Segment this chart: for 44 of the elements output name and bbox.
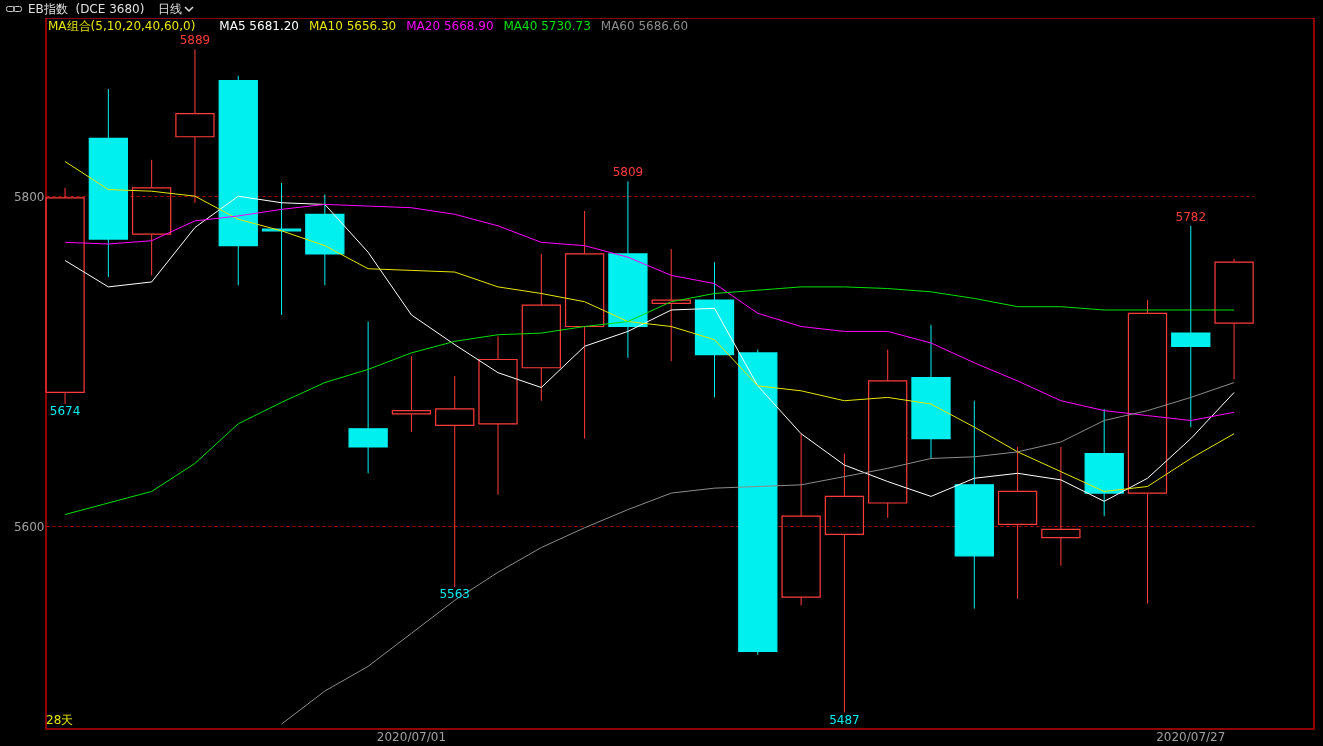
candlestick — [478, 335, 518, 496]
candlestick — [305, 194, 345, 286]
x-tick-label: 2020/07/27 — [1156, 729, 1226, 744]
candlestick — [824, 453, 865, 713]
chart-title: EB指数 (DCE 3680) — [28, 0, 145, 18]
candlestick — [348, 321, 388, 474]
text: MA40 5730.73 — [503, 19, 591, 33]
y-tick-label: 5600 — [13, 519, 45, 534]
candlestick — [1214, 258, 1254, 380]
text: MA10 5656.30 — [308, 19, 397, 33]
candlestick — [868, 349, 908, 519]
line-series — [281, 382, 1235, 725]
candlestick — [997, 446, 1038, 600]
candlestick — [435, 375, 475, 588]
candlestick — [391, 355, 432, 433]
candlestick — [45, 187, 85, 405]
candlestick — [132, 159, 172, 276]
candlestick — [911, 324, 951, 459]
text: MA5 5681.20 — [219, 19, 299, 33]
chart-subtitle: 日线 — [158, 0, 183, 18]
annotation: 5563 — [439, 587, 470, 602]
text: MA60 5686.60 — [600, 19, 689, 33]
candlestick — [1171, 225, 1211, 428]
annotation: 5782 — [1175, 209, 1207, 224]
annotation: 5674 — [49, 404, 81, 419]
candlestick — [954, 400, 994, 610]
candlestick — [608, 180, 648, 359]
legend-title: MA组合(5,10,20,40,60,0) — [48, 19, 196, 33]
candlestick — [781, 433, 821, 606]
annotation: 5889 — [179, 33, 211, 48]
candlestick — [564, 210, 605, 440]
annotation: 5487 — [829, 712, 860, 727]
text: MA20 5668.90 — [406, 19, 494, 33]
candlestick — [1041, 446, 1081, 567]
candlestick — [88, 88, 128, 278]
x-tick-label: 2020/07/01 — [376, 729, 447, 744]
annotation: 28天 — [46, 713, 74, 727]
annotation: 5809 — [612, 165, 644, 180]
candlestick — [694, 261, 735, 398]
candlestick — [1084, 408, 1124, 517]
candlestick — [175, 48, 215, 204]
candlestick — [521, 253, 561, 402]
y-tick-label: 5800 — [13, 189, 45, 204]
candlestick — [651, 248, 691, 362]
